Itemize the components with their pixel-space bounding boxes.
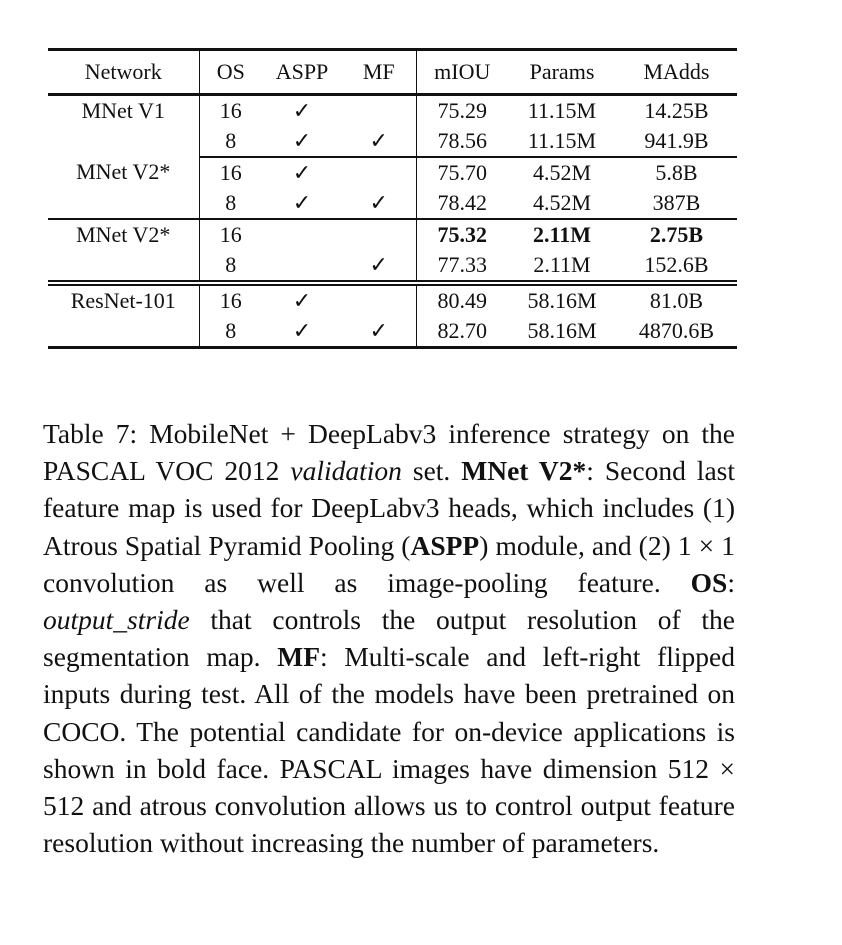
table-row: ResNet-101 16 80.49 58.16M 81.0B bbox=[48, 283, 737, 349]
aspp-cell bbox=[262, 126, 342, 158]
caption-text: set. bbox=[401, 455, 462, 487]
checkmark-icon bbox=[370, 128, 388, 153]
miou-cell: 75.70 bbox=[415, 157, 508, 188]
params-cell: 2.11M bbox=[508, 250, 616, 286]
miou-cell: 82.70 bbox=[415, 316, 508, 349]
miou-cell: 78.56 bbox=[415, 126, 508, 158]
os-cell: 8 bbox=[198, 316, 262, 349]
aspp-cell bbox=[262, 219, 342, 250]
miou-cell: 80.49 bbox=[415, 283, 508, 316]
miou-cell: 75.32 bbox=[415, 219, 508, 250]
table-row: 8 77.33 2.11M 152.6B bbox=[48, 250, 737, 286]
mf-cell bbox=[342, 126, 416, 158]
header-network: Network bbox=[48, 48, 199, 96]
header-mf: MF bbox=[342, 48, 416, 96]
network-cell: MNet V2* bbox=[48, 157, 199, 220]
madds-cell: 941.9B bbox=[616, 126, 737, 158]
madds-cell: 5.8B bbox=[655, 160, 698, 185]
miou-cell: 78.42 bbox=[415, 188, 508, 220]
params-cell: 2.11M bbox=[532, 222, 592, 247]
params-cell: 11.15M bbox=[527, 98, 597, 123]
miou-cell: 77.33 bbox=[415, 250, 508, 286]
checkmark-icon bbox=[370, 190, 388, 215]
caption-text: ) module, and (2) 1 × 1 convolution as w… bbox=[43, 529, 735, 598]
aspp-cell bbox=[262, 95, 342, 127]
mf-cell bbox=[342, 219, 416, 250]
network-cell: ResNet-101 bbox=[48, 283, 199, 349]
miou-cell: 75.29 bbox=[415, 94, 508, 126]
os-cell: 16 bbox=[198, 157, 262, 188]
mf-cell bbox=[342, 316, 416, 349]
os-cell: 8 bbox=[198, 188, 262, 220]
results-table: Network OS ASPP MF mIOU Params MAdds MNe… bbox=[48, 48, 737, 349]
mf-cell bbox=[342, 283, 416, 316]
aspp-cell bbox=[262, 316, 342, 349]
header-os: OS bbox=[198, 48, 262, 96]
mf-cell bbox=[342, 95, 416, 127]
os-cell: 16 bbox=[198, 94, 262, 126]
checkmark-icon bbox=[293, 318, 311, 343]
checkmark-icon bbox=[293, 128, 311, 153]
caption-term: MF bbox=[277, 641, 320, 673]
checkmark-icon bbox=[370, 318, 388, 343]
caption-text: : Multi-scale and left-right flipped inp… bbox=[43, 641, 735, 859]
results-table-wrapper: Network OS ASPP MF mIOU Params MAdds MNe… bbox=[48, 48, 737, 349]
caption-term: ASPP bbox=[410, 529, 480, 561]
network-cell: MNet V1 bbox=[81, 98, 165, 123]
aspp-cell bbox=[262, 188, 342, 220]
madds-cell: 152.6B bbox=[616, 250, 737, 286]
checkmark-icon bbox=[293, 160, 311, 185]
header-miou: mIOU bbox=[415, 48, 508, 96]
network-cell: MNet V2* bbox=[48, 219, 199, 286]
os-cell: 16 bbox=[198, 219, 262, 250]
caption-text: that controls the output resolution of t… bbox=[43, 604, 735, 673]
caption-emphasis: validation bbox=[290, 455, 402, 487]
os-cell: 8 bbox=[198, 250, 262, 286]
table-caption: Table 7: MobileNet + DeepLabv3 inference… bbox=[43, 415, 735, 861]
checkmark-icon bbox=[293, 98, 311, 123]
madds-cell: 14.25B bbox=[644, 98, 709, 123]
caption-term: MNet V2* bbox=[461, 455, 587, 487]
aspp-cell bbox=[262, 283, 342, 316]
aspp-cell bbox=[262, 250, 342, 286]
table-row: 8 82.70 58.16M 4870.6B bbox=[48, 316, 737, 349]
params-cell: 11.15M bbox=[508, 126, 616, 158]
table-row: MNet V2* 16 75.70 4.52M 5.8B bbox=[48, 157, 737, 220]
aspp-cell bbox=[262, 157, 342, 188]
mf-cell bbox=[342, 157, 416, 188]
caption-text: : bbox=[727, 566, 735, 598]
header-madds: MAdds bbox=[616, 48, 737, 96]
table-row: 8 78.56 11.15M 941.9B bbox=[48, 126, 737, 158]
checkmark-icon bbox=[293, 190, 311, 215]
os-cell: 16 bbox=[198, 283, 262, 316]
madds-cell: 4870.6B bbox=[616, 316, 737, 349]
header-params: Params bbox=[508, 48, 616, 96]
mf-cell bbox=[342, 188, 416, 220]
params-cell: 4.52M bbox=[532, 160, 592, 185]
table-row: MNet V2* 16 75.32 2.11M 2.75B bbox=[48, 219, 737, 286]
caption-emphasis: output_stride bbox=[43, 604, 190, 636]
table-header-row: Network OS ASPP MF mIOU Params MAdds bbox=[48, 48, 737, 96]
os-cell: 8 bbox=[198, 126, 262, 158]
caption-term: OS bbox=[690, 566, 728, 598]
madds-cell: 81.0B bbox=[649, 288, 704, 313]
caption-label: Table 7: bbox=[43, 418, 138, 449]
table-row: 8 78.42 4.52M 387B bbox=[48, 188, 737, 220]
header-aspp: ASPP bbox=[262, 48, 342, 96]
table-row: MNet V1 16 75.29 11.15M 14.25B bbox=[48, 94, 737, 127]
caption-text: : Second last feature map is used for De… bbox=[43, 455, 735, 561]
params-cell: 58.16M bbox=[508, 316, 616, 349]
madds-cell: 387B bbox=[616, 188, 737, 220]
caption-text: MobileNet + DeepLabv3 inference strategy… bbox=[43, 418, 735, 487]
params-cell: 4.52M bbox=[508, 188, 616, 220]
params-cell: 58.16M bbox=[527, 288, 597, 313]
checkmark-icon bbox=[293, 288, 311, 313]
mf-cell bbox=[342, 250, 416, 286]
madds-cell: 2.75B bbox=[649, 222, 704, 247]
checkmark-icon bbox=[370, 252, 388, 277]
